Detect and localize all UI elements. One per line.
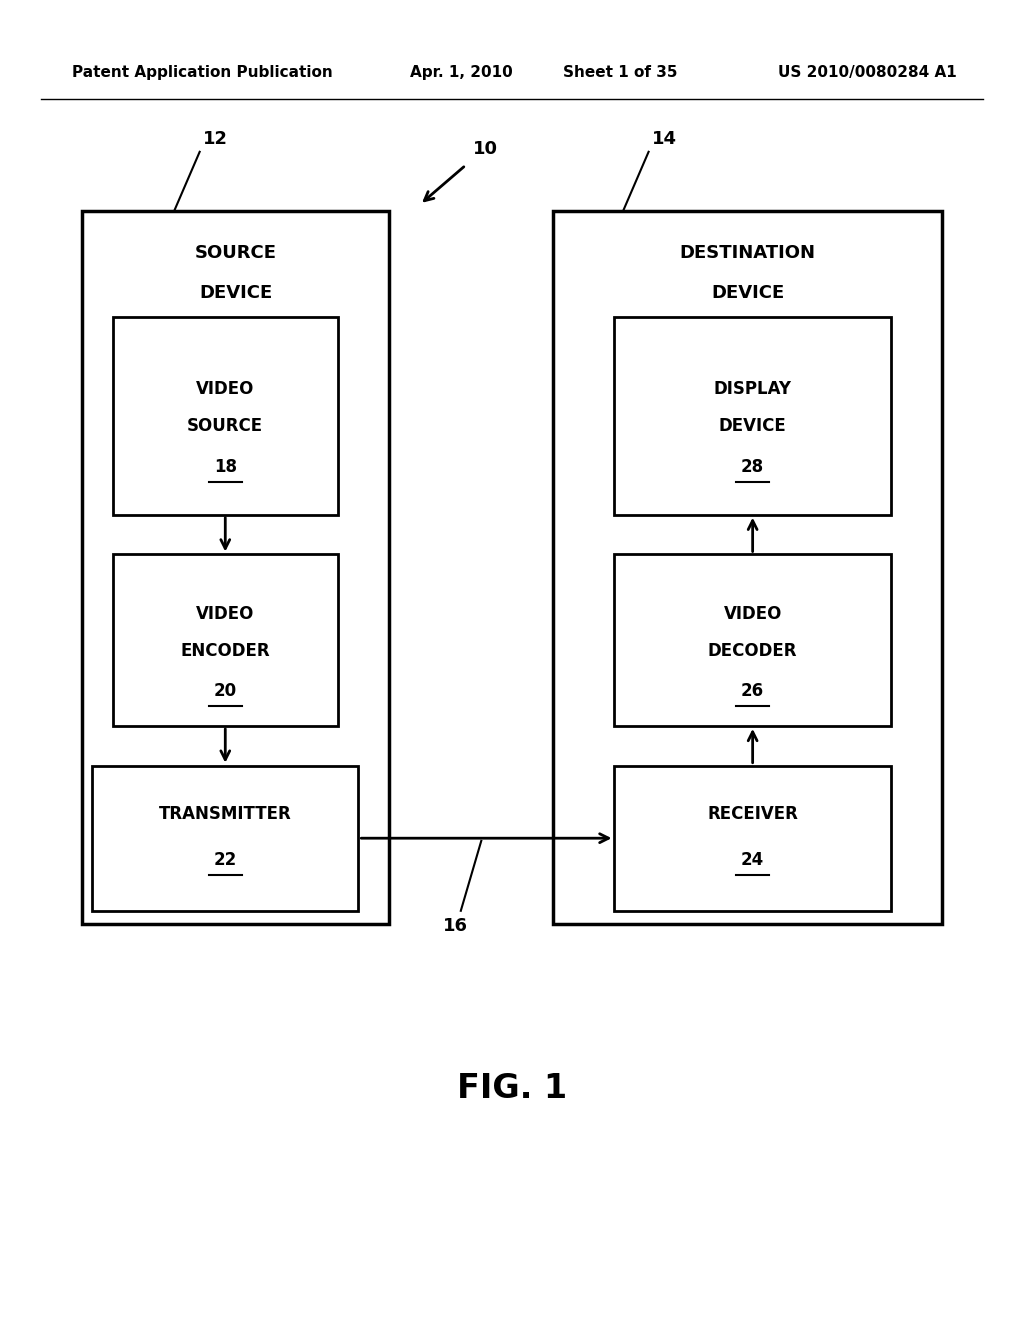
FancyBboxPatch shape bbox=[92, 766, 358, 911]
Text: RECEIVER: RECEIVER bbox=[708, 805, 798, 824]
Text: DEVICE: DEVICE bbox=[719, 417, 786, 436]
Text: DECODER: DECODER bbox=[708, 642, 798, 660]
Text: Apr. 1, 2010: Apr. 1, 2010 bbox=[410, 65, 512, 81]
Text: SOURCE: SOURCE bbox=[187, 417, 263, 436]
Text: DEVICE: DEVICE bbox=[711, 284, 784, 302]
Text: 22: 22 bbox=[214, 851, 237, 870]
FancyBboxPatch shape bbox=[614, 317, 891, 515]
Text: TRANSMITTER: TRANSMITTER bbox=[159, 805, 292, 824]
Text: VIDEO: VIDEO bbox=[196, 380, 255, 399]
FancyBboxPatch shape bbox=[82, 211, 389, 924]
Text: 28: 28 bbox=[741, 458, 764, 477]
Text: VIDEO: VIDEO bbox=[723, 605, 782, 623]
FancyBboxPatch shape bbox=[553, 211, 942, 924]
FancyBboxPatch shape bbox=[113, 317, 338, 515]
Text: Patent Application Publication: Patent Application Publication bbox=[72, 65, 333, 81]
FancyBboxPatch shape bbox=[113, 554, 338, 726]
Text: 20: 20 bbox=[214, 682, 237, 701]
Text: 18: 18 bbox=[214, 458, 237, 477]
Text: 14: 14 bbox=[651, 129, 677, 148]
Text: 24: 24 bbox=[741, 851, 764, 870]
Text: ENCODER: ENCODER bbox=[180, 642, 270, 660]
Text: Sheet 1 of 35: Sheet 1 of 35 bbox=[563, 65, 678, 81]
Text: 26: 26 bbox=[741, 682, 764, 701]
Text: DISPLAY: DISPLAY bbox=[714, 380, 792, 399]
Text: 10: 10 bbox=[473, 140, 498, 158]
Text: SOURCE: SOURCE bbox=[195, 244, 276, 263]
Text: FIG. 1: FIG. 1 bbox=[457, 1072, 567, 1106]
FancyBboxPatch shape bbox=[614, 554, 891, 726]
Text: 12: 12 bbox=[203, 129, 227, 148]
Text: DESTINATION: DESTINATION bbox=[680, 244, 815, 263]
Text: DEVICE: DEVICE bbox=[199, 284, 272, 302]
Text: VIDEO: VIDEO bbox=[196, 605, 255, 623]
Text: 16: 16 bbox=[443, 917, 468, 936]
FancyBboxPatch shape bbox=[614, 766, 891, 911]
Text: US 2010/0080284 A1: US 2010/0080284 A1 bbox=[778, 65, 957, 81]
